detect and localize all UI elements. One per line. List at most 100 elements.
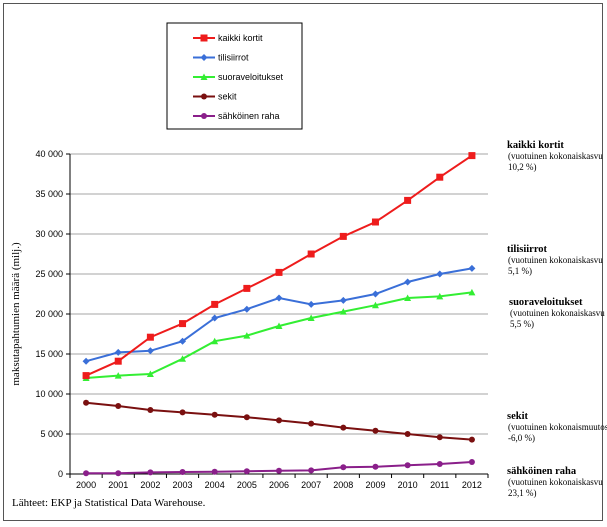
- y-tick-label: 0: [58, 469, 63, 479]
- annotation-suoraveloitukset: suoraveloitukset(vuotuinen kokonaiskasvu…: [509, 297, 605, 329]
- data-point: [115, 470, 122, 477]
- annotation-kaikki-kortit: kaikki kortit(vuotuinen kokonaiskasvu10,…: [507, 140, 603, 172]
- y-tick-label: 20 000: [35, 309, 63, 319]
- data-point: [179, 409, 186, 416]
- legend-item: kaikki kortit: [193, 33, 263, 43]
- annotation-line1: (vuotuinen kokonaiskasvu: [508, 477, 603, 487]
- annotation-title: suoraveloitukset: [509, 297, 583, 308]
- data-point: [404, 278, 412, 286]
- y-tick-label: 5 000: [40, 429, 63, 439]
- annotation-title: kaikki kortit: [507, 140, 564, 151]
- data-point: [200, 54, 208, 61]
- data-point: [243, 305, 251, 313]
- data-point: [82, 372, 90, 380]
- series-tilisiirrot: [82, 264, 476, 365]
- annotation-line2: 5,5 %): [510, 319, 534, 329]
- x-tick-label: 2005: [237, 480, 257, 490]
- annotation-line2: -6,0 %): [508, 433, 535, 443]
- data-point: [404, 294, 412, 301]
- data-point: [147, 469, 154, 476]
- data-point: [179, 337, 187, 345]
- data-point: [404, 462, 411, 469]
- legend-label: sekit: [218, 92, 237, 102]
- legend-item: suoraveloitukset: [193, 72, 284, 82]
- series-line: [85, 267, 473, 363]
- data-point: [243, 284, 251, 292]
- series-sekit: [83, 399, 475, 443]
- legend-label: kaikki kortit: [218, 33, 263, 43]
- legend-item: sähköinen raha: [193, 111, 280, 121]
- data-point: [371, 290, 379, 298]
- data-point: [211, 337, 219, 345]
- data-point: [308, 420, 315, 427]
- x-tick-label: 2004: [205, 480, 225, 490]
- data-point: [339, 232, 347, 240]
- y-tick-label: 30 000: [35, 229, 63, 239]
- data-point: [436, 434, 443, 441]
- data-point: [372, 427, 379, 434]
- data-point: [211, 314, 219, 322]
- data-point: [243, 414, 250, 421]
- x-tick-label: 2002: [140, 480, 160, 490]
- data-point: [468, 152, 476, 160]
- data-point: [83, 470, 90, 477]
- data-point: [468, 288, 476, 296]
- data-point: [307, 314, 315, 321]
- data-point: [146, 370, 154, 377]
- series-suoraveloitukset: [82, 288, 476, 381]
- data-point: [114, 357, 122, 365]
- annotation-line2: 23,1 %): [508, 488, 537, 498]
- series-line: [86, 291, 473, 379]
- data-point: [371, 301, 379, 309]
- series-line: [85, 154, 473, 377]
- x-tick-label: 2007: [301, 480, 321, 490]
- annotation-line2: 10,2 %): [508, 162, 537, 172]
- annotation-sekit: sekit(vuotuinen kokonaismuutos-6,0 %): [507, 411, 607, 443]
- data-point: [436, 270, 444, 278]
- annotation-line1: (vuotuinen kokonaismuutos: [508, 422, 607, 432]
- data-point: [200, 73, 208, 80]
- data-point: [371, 218, 379, 226]
- y-tick-label: 35 000: [35, 189, 63, 199]
- data-point: [179, 320, 187, 328]
- data-point: [82, 357, 90, 365]
- data-point: [200, 34, 208, 42]
- data-point: [211, 411, 218, 418]
- x-tick-label: 2003: [173, 480, 193, 490]
- data-point: [179, 355, 187, 362]
- data-point: [201, 113, 207, 119]
- data-point: [436, 292, 444, 300]
- annotation-sähköinen-raha: sähköinen raha(vuotuinen kokonaiskasvu23…: [507, 466, 603, 498]
- data-point: [468, 436, 475, 443]
- annotation-title: tilisiirrot: [507, 244, 548, 255]
- annotation-line1: (vuotuinen kokonaiskasvu: [508, 151, 603, 161]
- data-point: [275, 294, 283, 302]
- x-tick-label: 2011: [430, 480, 449, 490]
- y-tick-label: 10 000: [35, 389, 63, 399]
- y-tick-label: 40 000: [35, 149, 63, 159]
- data-point: [339, 296, 347, 304]
- data-point: [275, 268, 283, 276]
- data-point: [83, 399, 90, 406]
- legend-box: [166, 22, 303, 130]
- data-point: [146, 333, 154, 341]
- y-tick-label: 25 000: [35, 269, 63, 279]
- x-tick-label: 2000: [76, 480, 96, 490]
- data-point: [146, 347, 154, 355]
- x-tick-label: 2012: [462, 480, 482, 490]
- y-axis-title: maksutapahtumien määrä (milj.): [10, 242, 22, 386]
- data-point: [115, 403, 122, 409]
- data-point: [404, 431, 411, 437]
- data-point: [308, 467, 315, 474]
- data-point: [468, 459, 475, 465]
- data-point: [436, 173, 444, 181]
- data-point: [340, 424, 347, 431]
- legend-item: tilisiirrot: [193, 53, 249, 63]
- x-tick-label: 2008: [333, 480, 353, 490]
- data-point: [114, 372, 122, 379]
- annotation-title: sähköinen raha: [507, 466, 577, 477]
- source-note: Lähteet: EKP ja Statistical Data Warehou…: [12, 497, 206, 509]
- data-point: [179, 469, 186, 475]
